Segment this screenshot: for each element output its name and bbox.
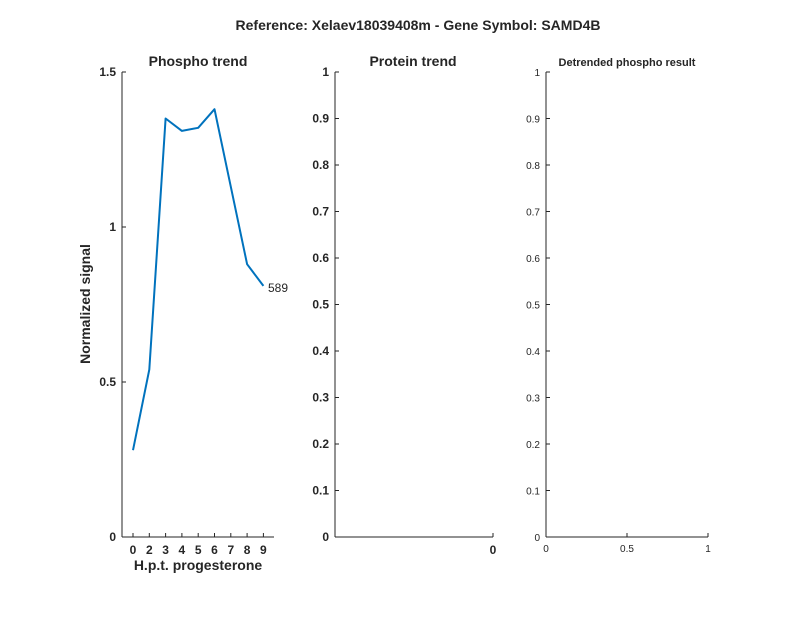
protein-y-ticks: 0 0.1 0.2 0.3 0.4 0.5 0.6 0.7 0.8 0.9 1: [312, 65, 339, 544]
phospho-x-tick-label: 0: [130, 543, 137, 557]
detrended-phospho-panel: Detrended phospho result 0 0.1 0.2 0.3 0.4 0.…: [526, 57, 711, 555]
detrended-y-tick-label: 0.6: [526, 254, 540, 265]
phospho-y-tick-label: 0: [109, 530, 116, 544]
phospho-x-tick-label: 9: [260, 543, 267, 557]
detrended-y-ticks: 0 0.1 0.2 0.3 0.4 0.5 0.6 0.7 0.8 0.9 1: [526, 68, 550, 544]
detrended-y-tick-label: 0.2: [526, 440, 540, 451]
protein-trend-panel: Protein trend 00.10.20.30.40.50.60.70.80…: [312, 53, 496, 557]
protein-y-tick-label: 0.8: [312, 158, 329, 172]
phospho-x-axis-label: H.p.t. progesterone: [134, 557, 263, 573]
protein-y-tick-label: 1: [322, 65, 329, 79]
phospho-series-line: [132, 108, 265, 451]
detrended-y-tick-label: 0.7: [526, 208, 540, 219]
phospho-y-tick-label: 0.5: [99, 375, 116, 389]
detrended-x-tick-label: 1: [705, 544, 711, 555]
detrended-y-tick-label: 1: [534, 68, 540, 79]
detrended-y-tick-label: 0.1: [526, 487, 540, 498]
figure-title: Reference: Xelaev18039408m - Gene Symbol…: [236, 17, 601, 33]
phospho-x-tick-label: 7: [227, 543, 234, 557]
phospho-x-tick-label: 3: [162, 543, 169, 557]
detrended-y-tick-label: 0: [534, 533, 540, 544]
phospho-x-tick-label: 8: [244, 543, 251, 557]
detrended-phospho-title: Detrended phospho result: [559, 57, 696, 69]
protein-y-tick-label: 0.1: [312, 484, 329, 498]
protein-y-tick-label: 0.3: [312, 391, 329, 405]
protein-y-tick-label: 0.7: [312, 205, 329, 219]
protein-y-tick-label: 0.4: [312, 344, 329, 358]
detrended-y-tick-label: 0.9: [526, 115, 540, 126]
phospho-trend-title: Phospho trend: [149, 53, 248, 69]
detrended-y-tick-label: 0.3: [526, 394, 540, 405]
phospho-y-ticks: 0 0.5 1 1.5: [99, 65, 126, 544]
detrended-y-tick-label: 0.5: [526, 301, 540, 312]
protein-y-tick-label: 0.5: [312, 298, 329, 312]
protein-y-tick-label: 0: [322, 530, 329, 544]
detrended-x-tick-label: 0: [543, 544, 549, 555]
phospho-x-tick-label: 5: [195, 543, 202, 557]
phospho-end-label: 589: [268, 281, 288, 295]
protein-trend-title: Protein trend: [369, 53, 456, 69]
protein-y-tick-label: 0.6: [312, 251, 329, 265]
phospho-y-axis-label: Normalized signal: [77, 244, 93, 364]
detrended-y-tick-label: 0.8: [526, 161, 540, 172]
phospho-x-tick-label: 2: [146, 543, 153, 557]
protein-x-tick-label: 0: [490, 543, 497, 557]
phospho-x-tick-label: 4: [179, 543, 186, 557]
protein-y-tick-label: 0.9: [312, 112, 329, 126]
detrended-x-ticks: 0 0.5 1: [543, 533, 711, 555]
protein-y-tick-label: 0.2: [312, 437, 329, 451]
protein-x-ticks: 0: [490, 533, 497, 557]
phospho-x-tick-label: 6: [211, 543, 218, 557]
phospho-y-tick-label: 1: [109, 220, 116, 234]
phospho-y-tick-label: 1.5: [99, 65, 116, 79]
detrended-x-tick-label: 0.5: [620, 544, 634, 555]
detrended-y-tick-label: 0.4: [526, 347, 540, 358]
